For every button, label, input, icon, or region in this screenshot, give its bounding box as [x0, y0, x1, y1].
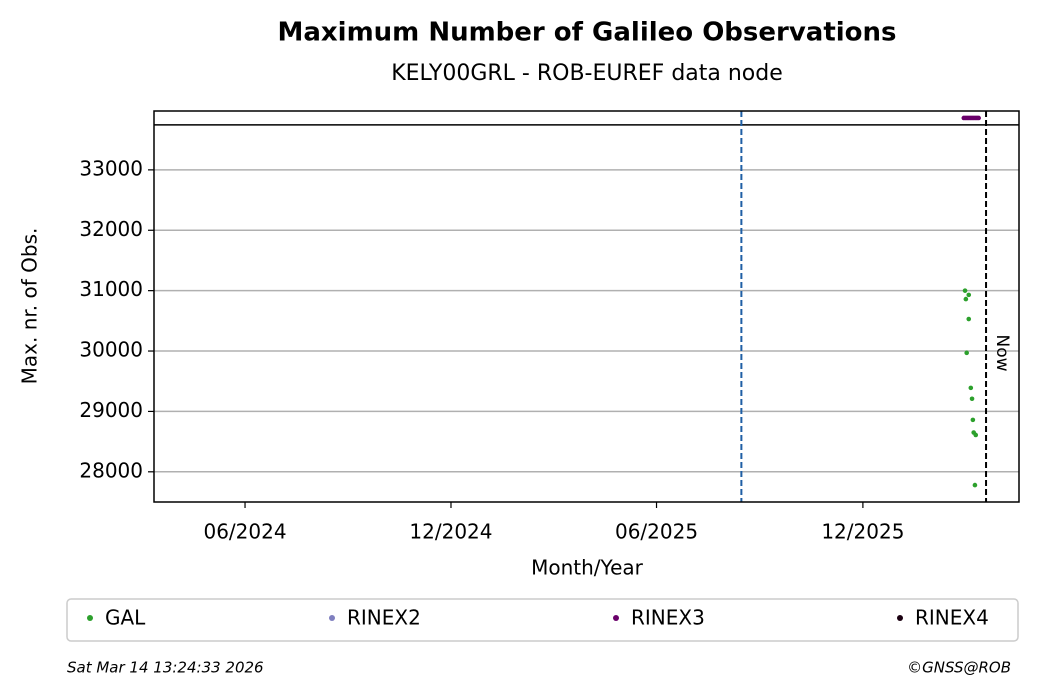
legend-marker — [87, 615, 93, 621]
data-point — [963, 296, 969, 302]
x-tick-label: 06/2025 — [615, 520, 698, 544]
legend-marker — [613, 615, 619, 621]
chart-subtitle: KELY00GRL - ROB-EUREF data node — [391, 61, 783, 86]
x-axis-label: Month/Year — [531, 556, 644, 580]
data-point — [970, 417, 976, 423]
y-tick-label: 32000 — [79, 217, 143, 241]
data-point — [966, 316, 972, 322]
data-point — [962, 288, 968, 293]
legend-marker — [329, 615, 335, 621]
plot-frame — [153, 110, 1020, 503]
legend-label: RINEX4 — [915, 606, 989, 630]
data-point — [969, 396, 975, 402]
footer-credit: ©GNSS@ROB — [907, 659, 1011, 677]
chart-title: Maximum Number of Galileo Observations — [277, 18, 896, 48]
data-point — [966, 292, 972, 298]
legend-label: GAL — [105, 606, 146, 630]
x-tick-label: 12/2024 — [409, 520, 492, 544]
legend-marker — [897, 615, 903, 621]
data-point — [976, 115, 981, 121]
data-point — [973, 432, 979, 438]
y-tick-label: 33000 — [79, 156, 143, 180]
legend-label: RINEX3 — [631, 606, 705, 630]
y-tick-label: 29000 — [79, 398, 143, 422]
data-point — [964, 350, 969, 356]
y-tick-label: 28000 — [79, 458, 143, 482]
data-point — [972, 482, 978, 488]
x-tick-label: 12/2025 — [821, 520, 904, 544]
y-tick-label: 31000 — [79, 277, 143, 301]
y-axis-label: Max. nr. of Obs. — [18, 228, 42, 385]
x-tick-label: 06/2024 — [203, 520, 286, 544]
data-point — [968, 385, 974, 391]
y-tick-label: 30000 — [79, 338, 143, 362]
legend-label: RINEX2 — [347, 606, 421, 630]
footer-timestamp: Sat Mar 14 13:24:33 2026 — [67, 659, 264, 677]
legend-box — [66, 598, 1019, 642]
now-label: Now — [992, 334, 1012, 371]
